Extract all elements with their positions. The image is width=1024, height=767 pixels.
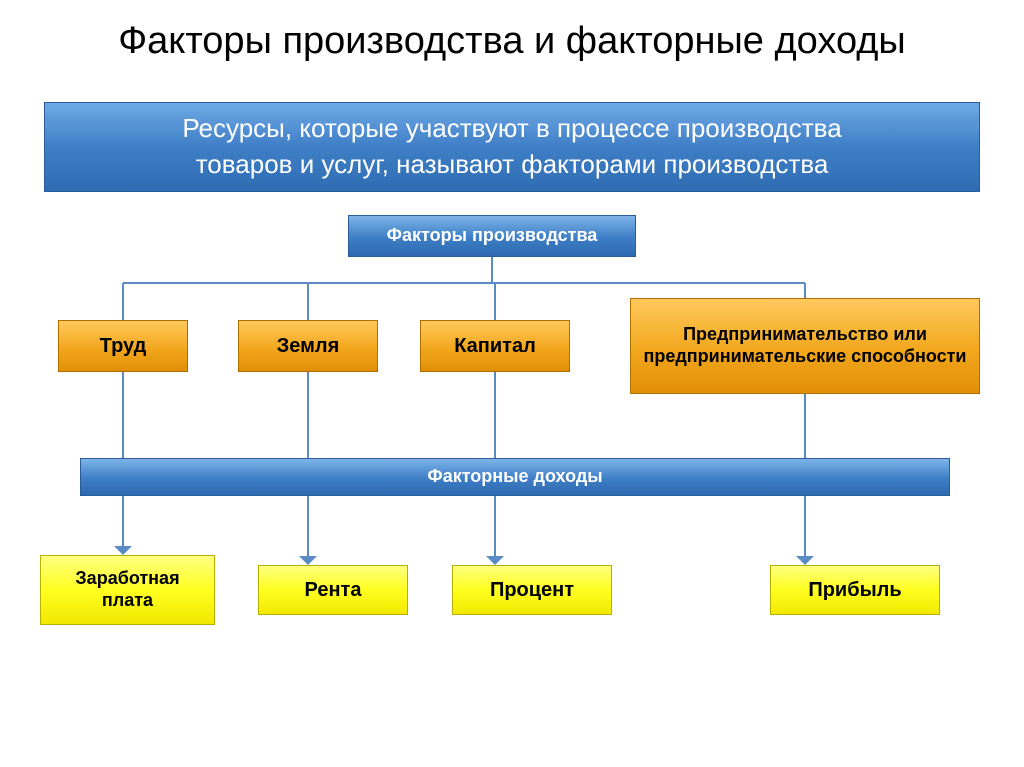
income-wage: Заработная плата	[40, 555, 215, 625]
income-interest: Процент	[452, 565, 612, 615]
definition-banner: Ресурсы, которые участвуют в процессе пр…	[44, 102, 980, 192]
diagram-canvas: Ресурсы, которые участвуют в процессе пр…	[0, 80, 1024, 700]
income-profit: Прибыль	[770, 565, 940, 615]
factor-land: Земля	[238, 320, 378, 372]
income-rent: Рента	[258, 565, 408, 615]
factor-capital: Капитал	[420, 320, 570, 372]
banner-line1: Ресурсы, которые участвуют в процессе пр…	[182, 111, 841, 146]
factor-entrepreneurship: Предпринимательство или предпринимательс…	[630, 298, 980, 394]
factor-labor: Труд	[58, 320, 188, 372]
factors-header: Факторы производства	[348, 215, 636, 257]
incomes-header: Факторные доходы	[80, 458, 950, 496]
page-title: Факторы производства и факторные доходы	[0, 0, 1024, 80]
banner-line2: товаров и услуг, называют факторами прои…	[182, 147, 841, 182]
